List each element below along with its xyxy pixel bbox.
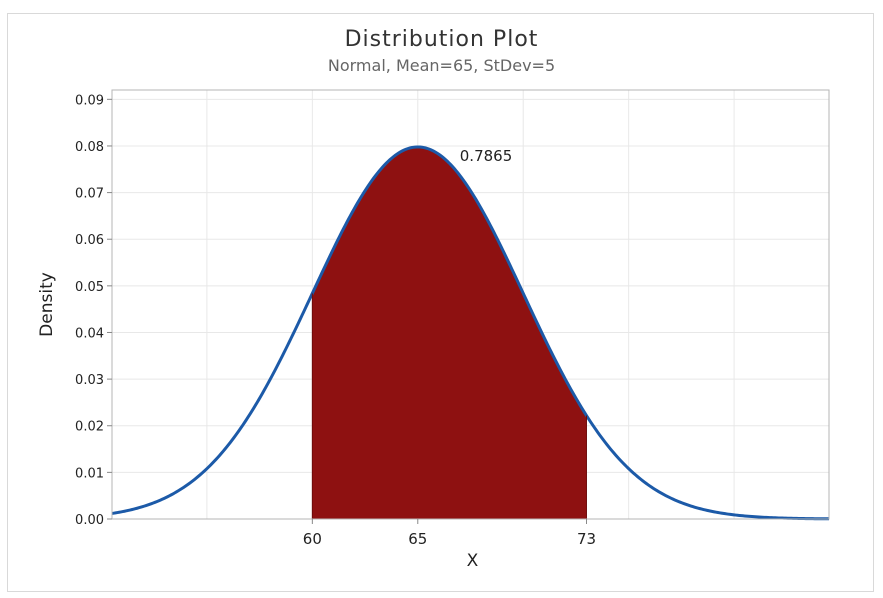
y-tick-label: 0.09 <box>75 93 104 108</box>
density-curve <box>111 145 830 521</box>
y-axis-label: Density <box>37 272 57 337</box>
y-tick-label: 0.02 <box>75 420 104 435</box>
y-tick-label: 0.04 <box>75 326 104 341</box>
y-tick-label: 0.06 <box>75 233 104 248</box>
x-axis-ticks: 60 65 73 <box>303 519 596 548</box>
y-tick-label: 0.07 <box>75 187 104 202</box>
y-tick-label: 0.01 <box>75 466 104 481</box>
x-axis-label: X <box>467 551 479 571</box>
y-tick-label: 0.08 <box>75 140 104 155</box>
chart-title: Distribution Plot <box>344 27 539 52</box>
x-tick-label: 65 <box>408 530 427 548</box>
y-tick-label: 0.05 <box>75 280 104 295</box>
y-tick-label: 0.00 <box>75 513 104 528</box>
shaded-area <box>312 146 587 519</box>
y-axis-ticks: 0.00 0.01 0.02 0.03 0.04 0.05 0.06 0.07 0.08 0.09 <box>75 93 112 528</box>
probability-label: 0.7865 <box>460 147 513 165</box>
chart-subtitle: Normal, Mean=65, StDev=5 <box>327 56 556 75</box>
x-tick-label: 73 <box>577 530 596 548</box>
x-tick-label: 60 <box>303 530 322 548</box>
plot-area-border <box>111 89 830 520</box>
y-tick-label: 0.03 <box>75 373 104 388</box>
